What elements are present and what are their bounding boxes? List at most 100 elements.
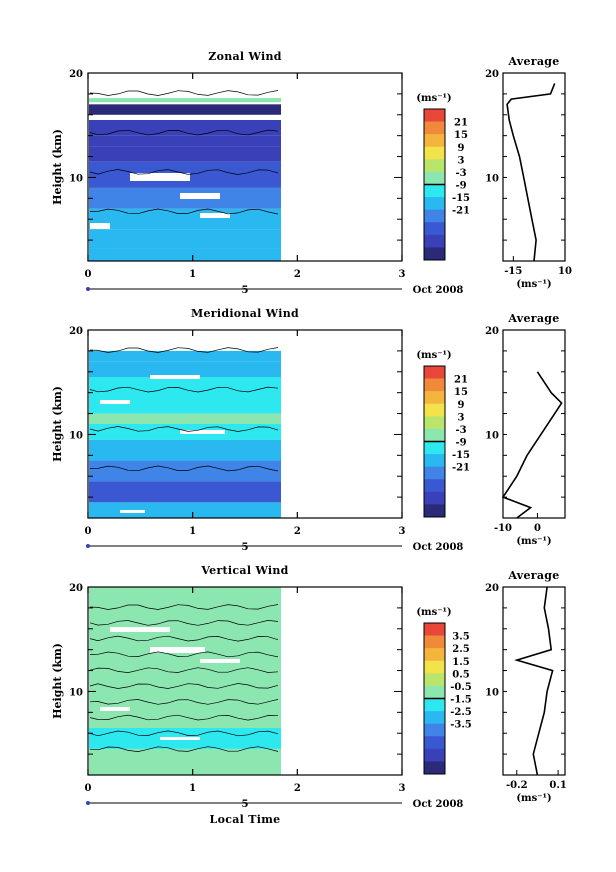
heatmap-cell (89, 229, 281, 249)
average-unit: (ms⁻¹) (516, 279, 551, 290)
heatmap-cell (89, 146, 281, 162)
average-y-tick-label: 20 (485, 583, 499, 594)
missing-data (100, 400, 130, 404)
y-axis-label: Height (km) (51, 129, 64, 205)
missing-data (150, 375, 200, 379)
heatmap-cell (89, 361, 281, 377)
colorbar-tick-label: -15 (452, 193, 470, 204)
average-title: Average (507, 312, 559, 325)
x-tick-label: 1 (189, 783, 196, 794)
colorbar-segment (424, 441, 445, 455)
contour-line (89, 667, 279, 673)
contour-line (89, 635, 279, 642)
heatmap-cell (89, 701, 281, 728)
day-label: 5 (242, 542, 249, 553)
average-x-tick-label: 0.1 (549, 780, 566, 791)
colorbar-segment (424, 723, 445, 737)
average-y-tick-label: 10 (485, 173, 499, 184)
heatmap-cell (89, 460, 281, 482)
average-title: Average (507, 55, 559, 68)
missing-data (90, 223, 110, 229)
colorbar-tick-label: -15 (452, 450, 470, 461)
x-tick-label: 2 (294, 526, 301, 537)
average-x-tick-label: 0 (534, 523, 541, 534)
colorbar-segment (424, 466, 445, 480)
colorbar-tick-label: 3.5 (452, 632, 469, 643)
colorbar-tick-label: -3.5 (450, 720, 472, 731)
missing-data (160, 737, 200, 740)
contour-line (89, 604, 279, 610)
x-tick-label: 3 (399, 526, 406, 537)
heatmap-cell (89, 439, 281, 461)
average-y-tick-label: 10 (485, 430, 499, 441)
contour-line (89, 651, 279, 658)
average-frame (502, 329, 566, 519)
missing-data (150, 647, 205, 653)
heatmap-cell (89, 104, 281, 115)
x-tick-label: 0 (85, 783, 92, 794)
missing-data (120, 510, 145, 513)
heatmap-cell (89, 135, 281, 147)
panel-title: Meridional Wind (191, 307, 299, 320)
average-profile-line (513, 586, 554, 776)
heatmap-cell (89, 502, 281, 518)
colorbar-segment (424, 184, 445, 198)
y-axis-label: Height (km) (51, 386, 64, 462)
missing-data (130, 173, 190, 181)
colorbar-segment (424, 635, 445, 649)
contour-line (89, 730, 279, 737)
colorbar-segment (424, 504, 445, 518)
colorbar-segment (424, 146, 445, 160)
heatmap-cell (89, 350, 281, 362)
y-axis-label: Height (km) (51, 643, 64, 719)
colorbar-segment (424, 121, 445, 135)
colorbar-tick-label: -0.5 (450, 682, 472, 693)
colorbar-segment (424, 134, 445, 148)
colorbar-tick-label: 9 (458, 400, 465, 411)
x-tick-label: 3 (399, 783, 406, 794)
colorbar-tick-label: 21 (454, 118, 468, 129)
y-tick-label: 10 (69, 687, 83, 698)
colorbar-segment (424, 222, 445, 236)
missing-data (180, 193, 220, 199)
average-x-tick-label: -15 (504, 266, 522, 277)
day-axis-start (86, 544, 90, 548)
day-axis-start (86, 801, 90, 805)
average-frame (502, 586, 566, 776)
x-tick-label: 2 (294, 783, 301, 794)
colorbar-tick-label: -3 (455, 168, 466, 179)
average-profile-line (506, 83, 556, 262)
heatmap-cell (89, 481, 281, 503)
heatmap-cell (89, 377, 281, 414)
contour-line (89, 746, 279, 752)
colorbar-segment (424, 378, 445, 392)
colorbar-tick-label: 1.5 (452, 657, 469, 668)
plot-frame (87, 72, 403, 262)
average-x-tick-label: -0.2 (506, 780, 528, 791)
colorbar-tick-label: 15 (454, 387, 468, 398)
colorbar-segment (424, 159, 445, 173)
average-y-tick-label: 20 (485, 69, 499, 80)
colorbar-unit: (ms⁻¹) (416, 93, 451, 104)
colorbar-segment (424, 648, 445, 662)
colorbar-tick-label: -9 (455, 181, 466, 192)
missing-data (200, 659, 240, 663)
colorbar-segment (424, 247, 445, 261)
x-tick-label: 1 (189, 269, 196, 280)
average-profile-line (501, 371, 563, 519)
colorbar-segment (424, 685, 445, 699)
contour-line (89, 465, 279, 472)
colorbar-segment (424, 391, 445, 405)
colorbar-tick-label: 2.5 (452, 644, 469, 655)
missing-data (180, 430, 225, 434)
missing-data (100, 707, 130, 711)
contour-line (89, 90, 279, 96)
colorbar-tick-label: -9 (455, 438, 466, 449)
date-label: Oct 2008 (413, 285, 464, 296)
colorbar-segment (424, 479, 445, 493)
date-label: Oct 2008 (413, 799, 464, 810)
colorbar-tick-label: -21 (452, 463, 470, 474)
colorbar-segment (424, 761, 445, 775)
missing-data (110, 627, 170, 632)
